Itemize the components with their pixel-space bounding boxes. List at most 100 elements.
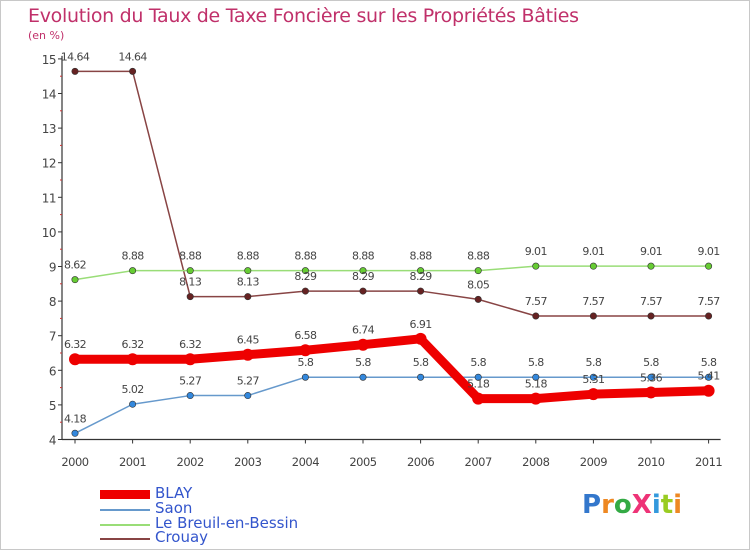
data-point bbox=[472, 392, 485, 405]
y-tick-label: 10 bbox=[42, 226, 56, 240]
legend-swatch bbox=[100, 524, 150, 526]
data-label: 9.01 bbox=[640, 245, 662, 258]
data-point bbox=[129, 400, 137, 408]
data-point bbox=[417, 373, 425, 381]
data-label: 6.32 bbox=[64, 338, 86, 351]
data-point bbox=[647, 312, 655, 320]
data-label: 9.01 bbox=[698, 245, 720, 258]
x-tick-label: 2002 bbox=[177, 455, 204, 469]
legend-label: Crouay bbox=[155, 528, 209, 546]
data-label: 6.91 bbox=[410, 318, 432, 331]
data-point bbox=[647, 262, 655, 270]
legend-item: BLAY bbox=[100, 484, 360, 502]
proxiti-logo: ProXiti bbox=[582, 490, 683, 520]
data-point bbox=[474, 295, 482, 303]
data-point bbox=[184, 353, 197, 366]
data-label: 7.57 bbox=[582, 295, 605, 308]
data-point bbox=[532, 312, 540, 320]
data-label: 8.62 bbox=[64, 259, 86, 272]
data-point bbox=[702, 384, 715, 397]
data-label: 5.8 bbox=[701, 356, 717, 369]
y-tick-label: 14 bbox=[42, 88, 56, 102]
data-label: 8.05 bbox=[467, 278, 490, 291]
data-point bbox=[244, 293, 252, 301]
data-label: 8.29 bbox=[410, 270, 433, 283]
data-point bbox=[129, 67, 137, 75]
x-tick-label: 2010 bbox=[637, 455, 664, 469]
data-label: 5.31 bbox=[582, 373, 604, 386]
series-line-le-breuil-en-bessin bbox=[74, 265, 710, 281]
y-tick-label: 7 bbox=[49, 330, 56, 344]
data-label: 8.13 bbox=[237, 276, 260, 289]
data-label: 6.32 bbox=[122, 338, 144, 351]
y-tick-label: 9 bbox=[49, 261, 56, 275]
data-label: 6.32 bbox=[179, 338, 201, 351]
data-label: 5.8 bbox=[355, 356, 371, 369]
x-tick-label: 2004 bbox=[292, 455, 319, 469]
legend-swatch bbox=[100, 509, 150, 511]
data-label: 5.8 bbox=[643, 356, 659, 369]
data-label: 6.74 bbox=[352, 324, 375, 337]
data-label: 7.57 bbox=[640, 295, 663, 308]
legend-item: Le Breuil-en-Bessin bbox=[100, 514, 360, 532]
data-label: 7.57 bbox=[525, 295, 548, 308]
data-label: 8.88 bbox=[294, 250, 317, 263]
data-point bbox=[301, 267, 309, 275]
data-label: 6.58 bbox=[294, 329, 317, 342]
data-label: 5.8 bbox=[298, 356, 314, 369]
data-point bbox=[69, 353, 81, 366]
data-label: 5.8 bbox=[413, 356, 429, 369]
data-label: 8.88 bbox=[352, 250, 375, 263]
data-label: 4.18 bbox=[64, 412, 87, 425]
series-line-saon bbox=[74, 376, 710, 435]
data-point bbox=[417, 267, 425, 275]
data-label: 9.01 bbox=[525, 245, 547, 258]
data-point bbox=[359, 373, 367, 381]
y-tick-label: 5 bbox=[49, 399, 56, 413]
data-point bbox=[645, 386, 657, 399]
data-point bbox=[705, 373, 713, 381]
series-line-crouay bbox=[74, 70, 710, 317]
data-label: 5.18 bbox=[467, 378, 490, 391]
data-point bbox=[359, 287, 367, 295]
data-point bbox=[589, 312, 597, 320]
data-point bbox=[301, 287, 309, 295]
data-point bbox=[414, 332, 427, 345]
series-line-blay bbox=[70, 334, 714, 404]
data-point bbox=[587, 388, 600, 401]
data-point bbox=[244, 267, 252, 275]
data-point bbox=[529, 392, 542, 405]
data-label: 5.8 bbox=[586, 356, 602, 369]
data-point bbox=[474, 267, 482, 275]
x-tick-label: 2001 bbox=[119, 455, 146, 469]
data-label: 5.02 bbox=[122, 383, 144, 396]
data-point bbox=[705, 262, 713, 270]
x-tick-label: 2005 bbox=[349, 455, 376, 469]
data-point bbox=[647, 373, 655, 381]
data-label: 8.88 bbox=[237, 250, 260, 263]
chart-title: Evolution du Taux de Taxe Foncière sur l… bbox=[28, 5, 579, 27]
legend-swatch bbox=[100, 490, 150, 499]
x-tick-label: 2003 bbox=[234, 455, 261, 469]
unit-label: (en %) bbox=[28, 29, 65, 42]
y-tick-label: 6 bbox=[49, 364, 56, 378]
data-point bbox=[126, 353, 139, 366]
data-label: 5.27 bbox=[179, 375, 202, 388]
x-tick-label: 2007 bbox=[465, 455, 492, 469]
data-point bbox=[186, 267, 194, 275]
data-label: 8.13 bbox=[179, 276, 202, 289]
data-point bbox=[532, 262, 540, 270]
y-tick-label: 11 bbox=[42, 191, 56, 205]
y-tick-label: 4 bbox=[49, 434, 56, 448]
x-tick-label: 2006 bbox=[407, 455, 434, 469]
data-label: 8.29 bbox=[294, 270, 317, 283]
data-point bbox=[71, 276, 79, 284]
data-point bbox=[705, 312, 713, 320]
x-tick-label: 2008 bbox=[522, 455, 549, 469]
data-point bbox=[589, 262, 597, 270]
data-point bbox=[241, 348, 254, 361]
data-label: 5.8 bbox=[528, 356, 544, 369]
data-point bbox=[357, 338, 369, 351]
x-tick-label: 2011 bbox=[695, 455, 722, 469]
